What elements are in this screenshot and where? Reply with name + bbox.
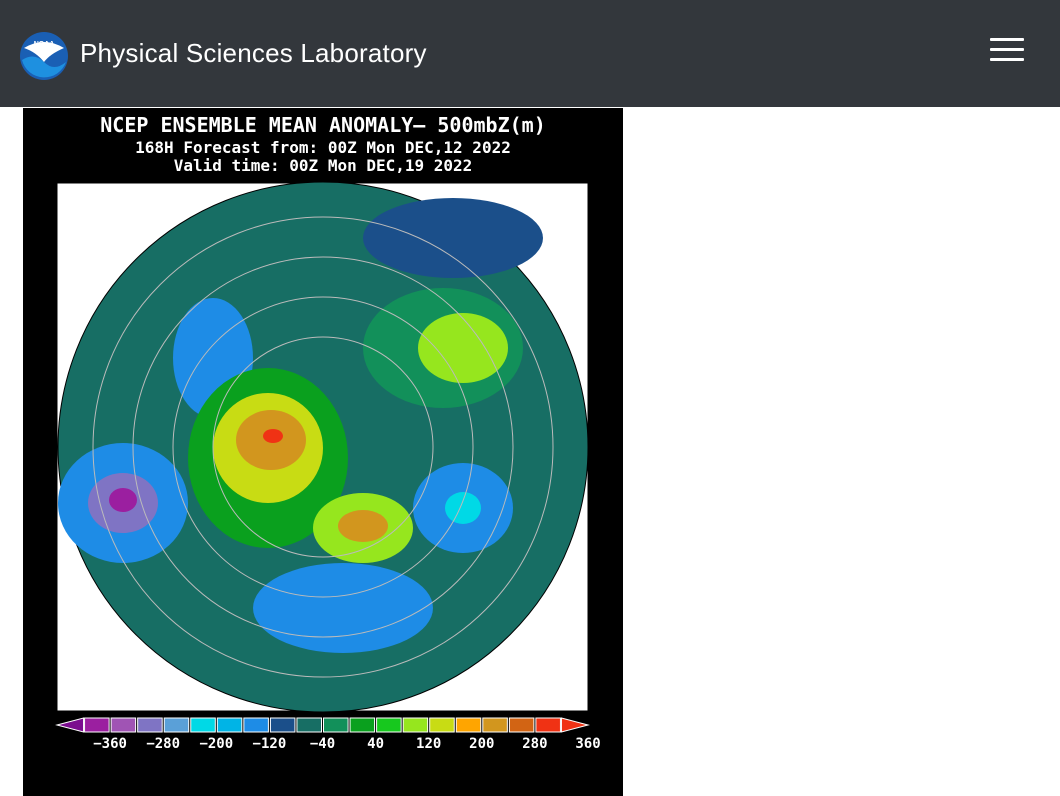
colorbar-swatch — [137, 717, 163, 733]
colorbar-label: 360 — [575, 736, 600, 752]
colorbar-swatch — [243, 717, 269, 733]
site-header: NOAA Physical Sciences Laboratory — [0, 0, 1060, 107]
colorbar-swatch — [163, 717, 190, 733]
anomaly-region — [338, 510, 388, 542]
colorbar-swatch — [535, 717, 561, 733]
colorbar-swatch — [482, 717, 508, 733]
colorbar-swatch — [190, 717, 216, 733]
colorbar-swatch — [110, 717, 137, 733]
anomaly-region — [363, 198, 543, 278]
colorbar-swatch — [349, 717, 376, 733]
colorbar-swatch — [269, 717, 296, 733]
colorbar-swatch — [323, 717, 349, 733]
colorbar-label: −120 — [253, 736, 287, 752]
map-valid-line: Valid time: 00Z Mon DEC,19 2022 — [174, 156, 473, 175]
forecast-map: NCEP ENSEMBLE MEAN ANOMALY– 500mbZ(m) 16… — [23, 108, 623, 796]
colorbar-label: 280 — [522, 736, 547, 752]
site-title[interactable]: Physical Sciences Laboratory — [80, 38, 427, 68]
noaa-logo[interactable]: NOAA — [20, 32, 68, 80]
colorbar-label: −40 — [310, 736, 335, 752]
logo-bird — [24, 42, 64, 62]
colorbar-label: −360 — [93, 736, 127, 752]
map-field — [57, 181, 589, 713]
colorbar-label: 120 — [416, 736, 441, 752]
anomaly-region — [263, 429, 283, 443]
colorbar-swatch — [296, 717, 323, 733]
colorbar-label: −200 — [199, 736, 233, 752]
anomaly-region — [253, 563, 433, 653]
menu-button[interactable] — [990, 38, 1024, 66]
colorbar-arrow — [560, 717, 590, 733]
map-forecast-line: 168H Forecast from: 00Z Mon DEC,12 2022 — [135, 138, 511, 157]
logo-text: NOAA — [34, 41, 55, 48]
colorbar-label: 40 — [367, 736, 384, 752]
anomaly-region — [445, 492, 481, 524]
colorbar: −360 −280 −200 −120 −40 40 120 200 280 360 — [55, 717, 601, 752]
colorbar-label: 200 — [469, 736, 494, 752]
colorbar-swatch — [84, 717, 110, 733]
anomaly-region — [109, 488, 137, 512]
colorbar-label: −280 — [146, 736, 180, 752]
colorbar-arrow — [55, 717, 85, 733]
colorbar-swatch — [429, 717, 455, 733]
colorbar-swatch — [376, 717, 402, 733]
colorbar-swatch — [508, 717, 535, 733]
logo-wave — [22, 56, 66, 78]
colorbar-swatch — [402, 717, 429, 733]
colorbar-swatch — [216, 717, 243, 733]
anomaly-region — [418, 313, 508, 383]
colorbar-swatch — [455, 717, 482, 733]
map-title: NCEP ENSEMBLE MEAN ANOMALY– 500mbZ(m) — [100, 113, 546, 137]
